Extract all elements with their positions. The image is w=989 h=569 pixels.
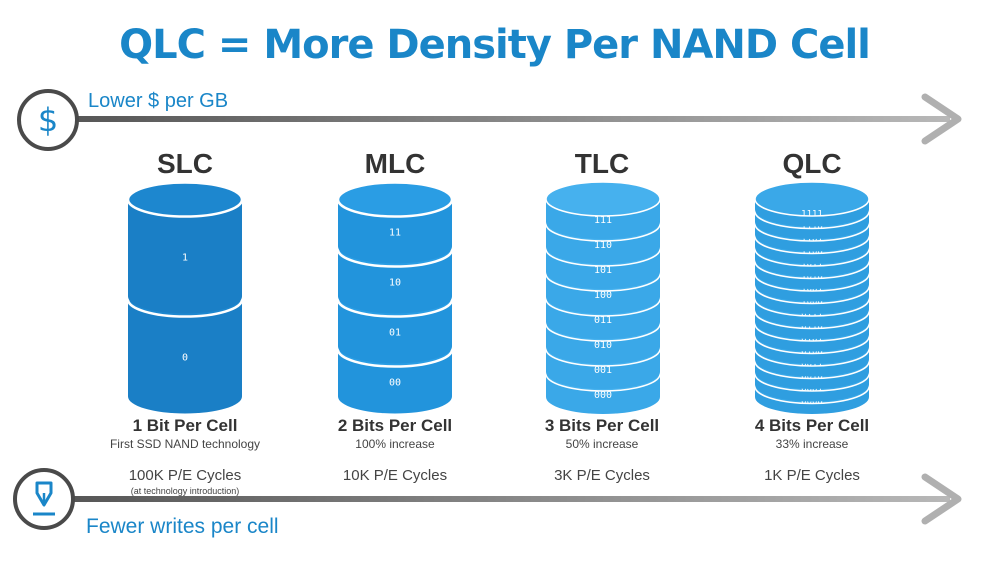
stack-mlc: 00 01 10 11: [336, 181, 454, 414]
bit-label: 0110: [801, 322, 823, 332]
bit-label: 1011: [801, 260, 823, 270]
bit-label: 001: [594, 365, 612, 376]
bit-label: 0: [182, 353, 188, 364]
bit-label: 1101: [801, 235, 823, 245]
cycles-mlc: 10K P/E Cycles: [342, 467, 448, 484]
top-arrow-head: [921, 93, 962, 145]
bits-qlc: 4 Bits Per Cell: [754, 416, 870, 435]
bit-label: 111: [594, 215, 612, 226]
bit-label: 1: [182, 253, 188, 264]
top-arrow-shaft: [60, 116, 950, 122]
bit-label: 1111: [801, 210, 823, 220]
bit-label: 1100: [801, 247, 823, 257]
cycles-slc: 100K P/E Cycles: [128, 467, 242, 484]
stack-slc: 01: [126, 181, 244, 414]
bit-label: 01: [389, 328, 401, 339]
col-name-mlc: MLC: [364, 148, 426, 179]
desc-qlc: 33% increase: [775, 437, 849, 451]
page-title: QLC = More Density Per NAND Cell: [119, 22, 871, 68]
col-name-tlc: TLC: [574, 148, 630, 179]
bits-tlc: 3 Bits Per Cell: [544, 416, 660, 435]
bit-label: 0010: [801, 372, 823, 382]
bottom-arrow-shaft: [60, 496, 950, 502]
bit-label: 0011: [801, 360, 823, 370]
bit-label: 10: [389, 278, 401, 289]
bit-label: 100: [594, 290, 612, 301]
bit-label: 011: [594, 315, 612, 326]
cell-disk-body: [128, 199, 242, 314]
cell-disk-top: [545, 181, 661, 217]
stack-qlc: 0000 0001 0010 0011 0100 0101 0110 0111 1000 1001…: [754, 181, 870, 414]
bit-label: 11: [389, 228, 401, 239]
top-axis-label: Lower $ per GB: [88, 90, 229, 112]
bit-label: 000: [594, 390, 612, 401]
bottom-arrow-head: [921, 473, 962, 525]
col-name-slc: SLC: [157, 148, 213, 179]
bit-label: 0100: [801, 347, 823, 357]
cell-disk-body: [128, 299, 242, 414]
dollar-icon: $: [17, 89, 79, 151]
bit-label: 1010: [801, 272, 823, 282]
bit-label: 0000: [801, 397, 823, 407]
note-slc: (at technology introduction): [130, 486, 240, 496]
bit-label: 1001: [801, 285, 823, 295]
cell-disk-top: [126, 181, 244, 218]
svg-text:$: $: [38, 101, 58, 139]
cell-disk-top: [336, 181, 454, 218]
bit-label: 0111: [801, 310, 823, 320]
bit-label: 010: [594, 340, 612, 351]
desc-tlc: 50% increase: [565, 437, 639, 451]
bit-label: 1110: [801, 222, 823, 232]
cycles-qlc: 1K P/E Cycles: [764, 467, 860, 484]
bit-label: 101: [594, 265, 612, 276]
stack-tlc: 000 001 010 011 100 101 110 111: [545, 181, 661, 414]
bits-slc: 1 Bit Per Cell: [132, 416, 238, 435]
bits-mlc: 2 Bits Per Cell: [337, 416, 453, 435]
cycles-tlc: 3K P/E Cycles: [554, 467, 650, 484]
desc-slc: First SSD NAND technology: [109, 437, 261, 451]
bit-label: 1000: [801, 297, 823, 307]
bottom-axis-label: Fewer writes per cell: [86, 515, 279, 538]
pen-icon: [13, 468, 75, 530]
bit-label: 0001: [801, 385, 823, 395]
col-name-qlc: QLC: [782, 148, 842, 179]
bit-label: 00: [389, 378, 401, 389]
desc-mlc: 100% increase: [355, 437, 435, 451]
bit-label: 110: [594, 240, 612, 251]
bit-label: 0101: [801, 335, 823, 345]
cell-disk-top: [754, 181, 870, 217]
